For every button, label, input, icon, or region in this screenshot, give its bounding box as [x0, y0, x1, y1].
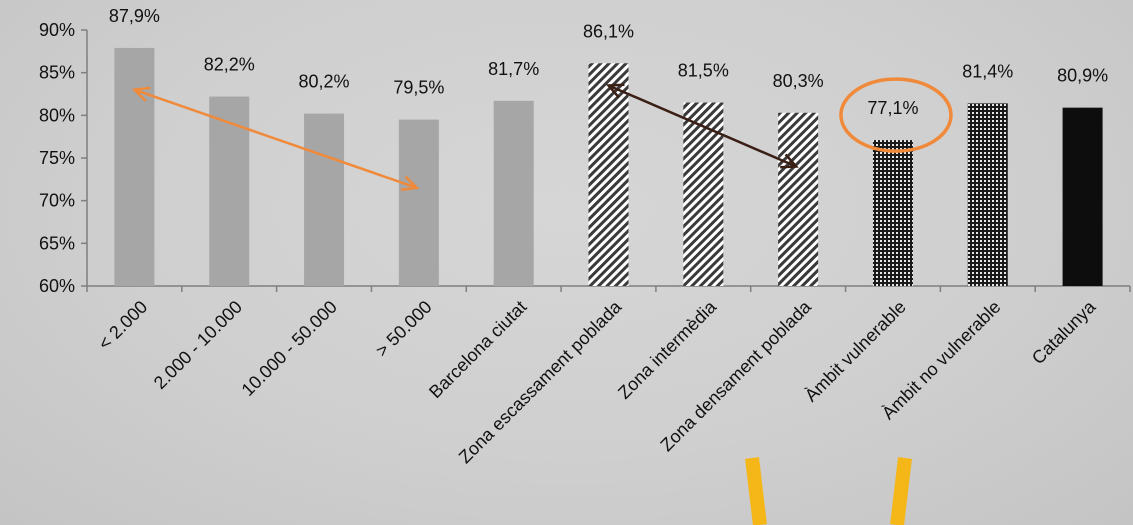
- decorative-shapes: [745, 457, 912, 525]
- data-label: 80,9%: [1057, 66, 1108, 86]
- double-arrow: [131, 86, 420, 191]
- bar: [1062, 107, 1103, 286]
- bar: [778, 112, 819, 286]
- x-tick-label: 10.000 - 50.000: [238, 297, 341, 400]
- data-label: 86,1%: [583, 21, 634, 41]
- x-tick-label: Catalunya: [1028, 296, 1100, 368]
- data-label: 79,5%: [393, 78, 444, 98]
- x-axis: [86, 285, 1131, 292]
- bar: [683, 102, 724, 287]
- data-label: 80,2%: [299, 72, 350, 92]
- arrow-head: [780, 153, 799, 169]
- yellow-stroke-right: [890, 457, 912, 525]
- data-label: 81,7%: [488, 59, 539, 79]
- data-label: 77,1%: [867, 98, 918, 118]
- y-tick-label: 85%: [39, 63, 75, 83]
- data-label: 81,5%: [678, 61, 729, 81]
- highlight-ellipse: [839, 77, 953, 153]
- bar: [209, 96, 250, 286]
- bar: [398, 119, 439, 286]
- x-tick-label: Zona densament poblada: [656, 296, 815, 455]
- x-tick-label: Zona intermèdia: [614, 296, 721, 403]
- bar: [304, 113, 345, 286]
- y-axis: 60% 65% 70% 75% 80% 85% 90%: [39, 20, 88, 296]
- yellow-stroke-left: [745, 457, 767, 525]
- data-label: 87,9%: [109, 6, 160, 26]
- x-tick-label: 2.000 - 10.000: [150, 297, 246, 393]
- arrow-line: [133, 88, 418, 190]
- y-tick-label: 90%: [39, 20, 75, 40]
- arrow-line: [608, 84, 797, 168]
- bar: [967, 103, 1008, 287]
- x-tick-label: < 2.000: [94, 297, 151, 354]
- arrow-head: [131, 86, 151, 102]
- bars: [114, 47, 1103, 287]
- y-tick-label: 80%: [39, 105, 75, 125]
- data-label: 81,4%: [962, 61, 1013, 81]
- x-tick-label: Barcelona ciutat: [425, 297, 530, 402]
- x-tick-label: Àmbit vulnerable: [801, 297, 910, 406]
- y-tick-label: 70%: [39, 191, 75, 211]
- arrow-head: [400, 175, 420, 191]
- y-tick-label: 65%: [39, 233, 75, 253]
- bar: [114, 47, 155, 286]
- y-tick-label: 75%: [39, 148, 75, 168]
- annotations: [131, 77, 953, 191]
- y-tick-label: 60%: [39, 276, 75, 296]
- data-label: 82,2%: [204, 55, 255, 75]
- double-arrow: [605, 83, 799, 169]
- x-tick-label: Zona escassament poblada: [455, 296, 626, 467]
- bar: [588, 63, 629, 286]
- value-labels: 87,9% 82,2% 80,2% 79,5% 81,7% 86,1% 81,5% 80,3%…: [109, 6, 1108, 118]
- bar: [872, 140, 913, 286]
- data-label: 80,3%: [773, 71, 824, 91]
- arrow-head: [605, 83, 625, 99]
- x-tick-label: > 50.000: [372, 297, 436, 361]
- bar: [493, 100, 534, 287]
